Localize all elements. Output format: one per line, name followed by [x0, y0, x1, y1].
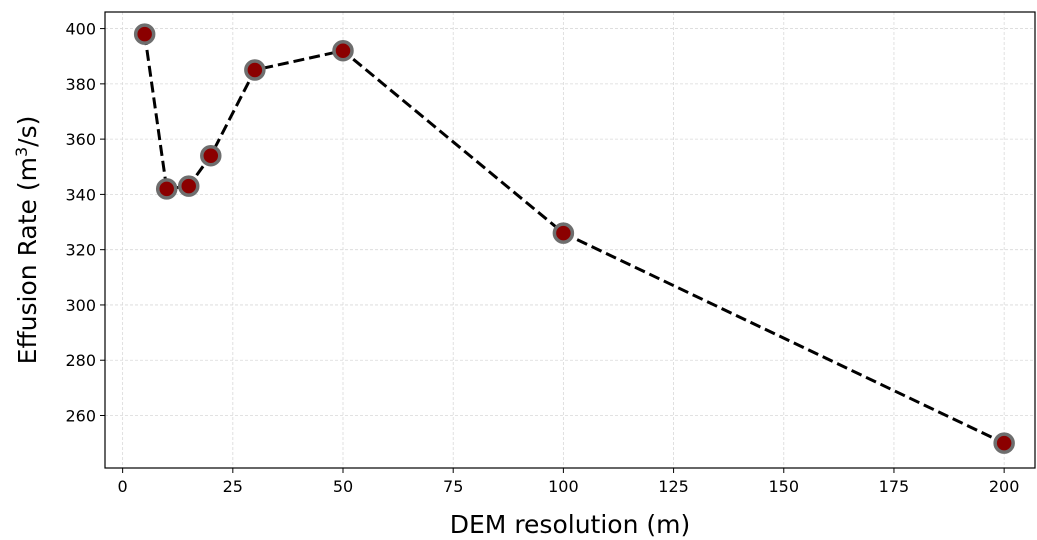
- ticks: 0 25 50 75 100 125 150 175 200 260 280 300 320 340 360…: [65, 20, 1019, 496]
- y-axis-label: Effusion Rate (m3/s): [12, 116, 43, 365]
- data-point: [993, 432, 1015, 454]
- x-tick-label: 175: [879, 477, 910, 496]
- y-tick-label: 300: [65, 296, 96, 315]
- x-tick-label: 125: [658, 477, 689, 496]
- data-point: [155, 178, 178, 200]
- y-tick-label: 280: [65, 351, 96, 370]
- y-tick-label: 400: [65, 20, 96, 39]
- data-point: [200, 144, 222, 167]
- x-tick-label: 200: [989, 477, 1020, 496]
- x-tick-label: 0: [118, 477, 128, 496]
- series-layer: [133, 23, 1015, 454]
- y-tick-label: 340: [65, 185, 96, 204]
- y-axis-label-main: Effusion Rate (m: [13, 157, 42, 364]
- y-tick-label: 360: [65, 130, 96, 149]
- y-axis-label-superscript: 3: [12, 147, 31, 157]
- x-tick-label: 100: [548, 477, 579, 496]
- x-axis-label: DEM resolution (m): [450, 510, 690, 539]
- x-tick-label: 75: [443, 477, 463, 496]
- y-tick-label: 260: [65, 406, 96, 425]
- x-tick-label: 25: [223, 477, 243, 496]
- data-point: [244, 59, 266, 81]
- y-tick-label: 320: [65, 241, 96, 260]
- plot-frame: [104, 11, 1036, 469]
- y-axis-label-end: /s): [13, 116, 42, 147]
- series-line: [143, 33, 1005, 445]
- data-point: [177, 175, 200, 197]
- data-point: [552, 222, 575, 244]
- x-tick-label: 50: [333, 477, 353, 496]
- y-tick-label: 380: [65, 75, 96, 94]
- grid: [105, 12, 1035, 468]
- data-point: [332, 39, 354, 62]
- data-point: [133, 23, 156, 45]
- x-tick-label: 150: [768, 477, 799, 496]
